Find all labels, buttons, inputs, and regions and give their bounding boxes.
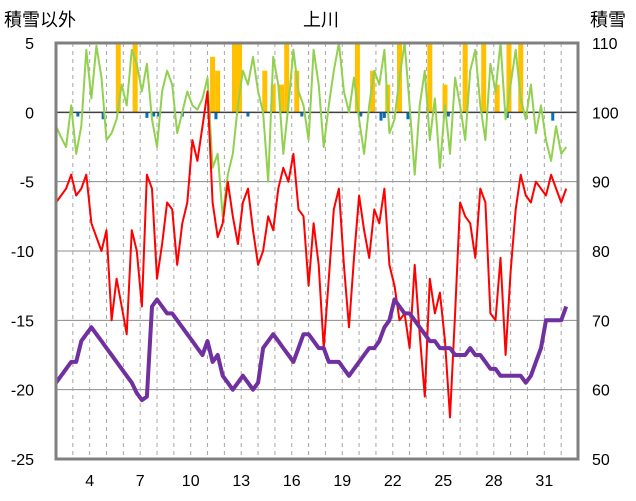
snowfall_orange_bars-bar — [294, 70, 300, 113]
y-right-tick-label: 50 — [592, 452, 610, 469]
snowfall_orange_bars-bar — [132, 43, 138, 113]
y-right-tick-label: 80 — [592, 244, 610, 261]
y-left-tick-label: 5 — [25, 36, 34, 53]
y-right-tick-label: 60 — [592, 383, 610, 400]
snowfall_orange_bars-bar — [262, 70, 268, 113]
snowfall_orange_bars-bar — [237, 43, 243, 113]
snowfall_orange_bars-bar — [210, 56, 216, 113]
snowfall_orange_bars-bar — [215, 70, 221, 113]
snowfall_orange_bars-bar — [481, 43, 487, 113]
precipitation_blue_bars-bar — [382, 112, 386, 118]
snowfall_orange_bars-bar — [270, 84, 276, 113]
snowfall_orange_bars-bar — [462, 43, 468, 113]
snowfall_orange_bars-bar — [284, 43, 290, 113]
temperature_max-line — [55, 42, 568, 218]
y-left-tick-label: -5 — [20, 175, 34, 192]
y-axis-left-label: 積雪以外 — [4, 10, 76, 31]
snowfall_orange_bars-bar — [442, 84, 448, 113]
y-axis-right-ticks: 110 100 90 80 70 60 50 — [592, 36, 619, 469]
x-tick-label: 4 — [85, 473, 94, 490]
plot-frame — [54, 41, 580, 461]
precipitation_blue_bars-bar — [152, 112, 156, 117]
precipitation_blue_bars-bar — [551, 112, 555, 121]
y-axis-left-ticks: 5 0 -5 -10 -15 -20 -25 — [11, 36, 34, 469]
precipitation_blue_bars-bar — [157, 112, 161, 117]
y-right-tick-label: 110 — [592, 36, 618, 53]
snowfall_orange_bars-bar — [506, 43, 512, 113]
snowfall_orange_bars-bar — [370, 70, 376, 113]
temperature_min-line — [55, 90, 568, 419]
x-tick-label: 22 — [384, 473, 402, 490]
precipitation_blue_bars-bar — [505, 112, 509, 118]
y-left-tick-label: 0 — [25, 105, 34, 122]
y-axis-right-label: 積雪 — [590, 10, 626, 31]
y-left-tick-label: -20 — [11, 383, 34, 400]
y-left-tick-label: -10 — [11, 244, 34, 261]
y-right-tick-label: 100 — [592, 105, 619, 122]
snowfall_orange_bars-bar — [279, 84, 285, 113]
x-tick-label: 10 — [182, 473, 200, 490]
precipitation_blue_bars-bar — [246, 112, 250, 117]
snow_depth-line — [54, 297, 569, 403]
x-tick-label: 31 — [535, 473, 553, 490]
chart-title: 上川 — [303, 10, 339, 31]
precipitation_blue_bars-bar — [446, 112, 450, 117]
snowfall_orange_bars-bar — [494, 84, 500, 113]
y-right-tick-label: 90 — [592, 175, 610, 192]
precipitation_blue_bars-bar — [379, 112, 383, 121]
precipitation_blue_bars-bar — [145, 112, 149, 118]
precipitation_blue_bars-bar — [76, 112, 80, 117]
precipitation_blue_bars-bar — [101, 112, 105, 120]
x-tick-label: 16 — [283, 473, 301, 490]
precipitation_blue_bars-bar — [300, 112, 304, 117]
x-tick-label: 19 — [333, 473, 351, 490]
snowfall_orange_bars-bar — [231, 43, 237, 113]
x-tick-label: 13 — [232, 473, 250, 490]
x-tick-label: 7 — [136, 473, 145, 490]
precipitation_blue_bars-bar — [214, 112, 218, 120]
x-tick-label: 25 — [434, 473, 452, 490]
snowfall_orange_bars-bar — [518, 43, 524, 113]
y-left-tick-label: -15 — [11, 313, 34, 330]
snowfall_orange_bars-bar — [354, 43, 360, 113]
snowfall_orange_bars-bar — [115, 43, 121, 113]
precipitation_blue_bars-bar — [406, 112, 410, 120]
gridlines — [56, 43, 578, 459]
snowfall_orange_bars-bar — [427, 43, 433, 113]
y-right-tick-label: 70 — [592, 313, 610, 330]
precipitation_blue_bars-bar — [359, 112, 363, 117]
line-series — [54, 42, 578, 419]
y-left-tick-label: -25 — [11, 452, 34, 469]
x-axis-ticks: 4 7 10 13 16 19 22 25 28 31 — [85, 473, 553, 490]
x-tick-label: 28 — [485, 473, 503, 490]
